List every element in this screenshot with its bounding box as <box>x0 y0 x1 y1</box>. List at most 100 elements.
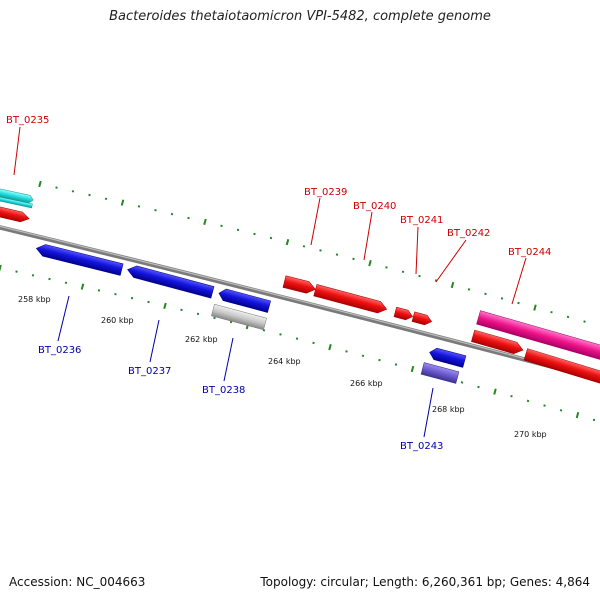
minor-tick-dot <box>154 208 157 212</box>
minor-tick-dot <box>236 228 240 232</box>
major-tick-mark <box>163 302 167 310</box>
minor-tick-dot <box>592 418 596 422</box>
minor-tick-dot <box>130 296 134 300</box>
upper-dotted-ring <box>38 180 586 323</box>
minor-tick-dot <box>526 399 530 403</box>
minor-tick-dot <box>170 212 174 216</box>
gene-label[interactable]: BT_0235 <box>6 115 49 126</box>
tick-label: 264 kbp <box>268 357 301 366</box>
tick-label: 258 kbp <box>18 295 51 304</box>
tick-label: 268 kbp <box>432 405 465 414</box>
gene-red-0245b[interactable] <box>523 348 600 387</box>
gene-label[interactable]: BT_0240 <box>353 201 396 212</box>
minor-tick-dot <box>510 394 513 398</box>
tick-label: 260 kbp <box>101 316 134 325</box>
major-tick-mark <box>285 238 290 246</box>
major-tick-mark <box>450 281 455 289</box>
gene-red-upstream[interactable] <box>0 204 30 224</box>
minor-tick-dot <box>147 300 150 304</box>
tick-label: 270 kbp <box>514 430 547 439</box>
minor-tick-dot <box>114 292 117 296</box>
reverse-strand-genes <box>35 243 467 384</box>
minor-tick-dot <box>484 292 487 296</box>
minor-tick-dot <box>253 232 256 236</box>
map-title: Bacteroides thetaiotaomicron VPI-5482, c… <box>109 9 491 24</box>
major-tick-mark <box>203 218 207 226</box>
minor-tick-dot <box>88 193 91 197</box>
gene-label[interactable]: BT_0241 <box>400 215 443 226</box>
gene-label[interactable]: BT_0238 <box>202 385 245 396</box>
gene-BT_0242[interactable] <box>411 311 433 327</box>
minor-tick-dot <box>352 257 355 261</box>
gene-BT_0244[interactable] <box>476 310 600 362</box>
gene-BT_0240[interactable] <box>313 284 389 315</box>
major-tick-mark <box>493 388 497 395</box>
major-tick-mark <box>533 304 537 311</box>
gene-BT_0235[interactable] <box>0 186 34 209</box>
major-tick-mark <box>575 411 580 419</box>
minor-tick-dot <box>378 358 381 362</box>
minor-tick-dot <box>180 308 183 312</box>
minor-tick-dot <box>295 337 299 340</box>
minor-tick-dot <box>104 197 108 201</box>
accession-text: Accession: NC_004663 <box>9 575 146 589</box>
minor-tick-dot <box>418 274 421 278</box>
minor-tick-dot <box>385 266 388 269</box>
minor-tick-dot <box>15 270 18 273</box>
minor-tick-dot <box>55 186 58 189</box>
major-tick-mark <box>0 264 2 272</box>
minor-tick-dot <box>312 341 315 345</box>
major-tick-mark <box>368 259 372 267</box>
minor-tick-dot <box>71 190 75 193</box>
genome-backbone <box>0 225 600 382</box>
tick-label: 266 kbp <box>350 379 383 388</box>
gene-gray-segment[interactable] <box>211 303 267 331</box>
minor-tick-dot <box>460 381 464 384</box>
gene-label[interactable]: BT_0243 <box>400 441 443 452</box>
gene-BT_0237[interactable] <box>126 264 215 299</box>
minor-tick-dot <box>401 270 405 274</box>
tick-label: 262 kbp <box>185 335 218 344</box>
minor-tick-dot <box>279 333 282 336</box>
minor-tick-dot <box>361 354 365 358</box>
gene-label[interactable]: BT_0239 <box>304 187 347 198</box>
minor-tick-dot <box>477 385 480 389</box>
position-tick-labels: 258 kbp 260 kbp 262 kbp 264 kbp 266 kbp … <box>18 295 547 439</box>
minor-tick-dot <box>394 363 398 366</box>
gene-BT_0243[interactable] <box>428 347 467 368</box>
gene-BT_0241[interactable] <box>393 306 414 321</box>
minor-tick-dot <box>319 249 322 252</box>
minor-tick-dot <box>583 320 586 323</box>
minor-tick-dot <box>335 253 339 256</box>
gene-purple-segment[interactable] <box>420 362 460 384</box>
gene-BT_0239[interactable] <box>282 275 317 295</box>
minor-tick-dot <box>500 297 504 300</box>
minor-tick-dot <box>64 281 68 285</box>
major-tick-mark <box>120 199 125 206</box>
minor-tick-dot <box>31 274 35 277</box>
gene-BT_0236[interactable] <box>35 243 124 276</box>
gene-BT_0238[interactable] <box>217 287 271 313</box>
minor-tick-dot <box>220 224 223 228</box>
forward-gene-labels: BT_0235 BT_0239 BT_0240 BT_0241 BT_0242 … <box>6 115 551 258</box>
minor-tick-dot <box>48 277 51 281</box>
minor-tick-dot <box>213 316 216 320</box>
gene-red-0245a[interactable] <box>471 329 524 356</box>
gene-label[interactable]: BT_0242 <box>447 228 490 239</box>
gene-label[interactable]: BT_0236 <box>38 345 81 356</box>
major-tick-mark <box>328 343 332 351</box>
reverse-label-leaders <box>57 295 434 438</box>
genome-stats-text: Topology: circular; Length: 6,260,361 bp… <box>260 575 590 589</box>
major-tick-mark <box>38 180 42 188</box>
reverse-gene-labels: BT_0236 BT_0237 BT_0238 BT_0243 <box>38 345 443 452</box>
gene-label[interactable]: BT_0244 <box>508 247 551 258</box>
minor-tick-dot <box>566 315 570 319</box>
minor-tick-dot <box>97 289 101 292</box>
minor-tick-dot <box>345 350 348 353</box>
minor-tick-dot <box>559 409 563 412</box>
lower-dotted-ring <box>0 264 596 422</box>
gene-label[interactable]: BT_0237 <box>128 366 171 377</box>
minor-tick-dot <box>550 310 553 314</box>
